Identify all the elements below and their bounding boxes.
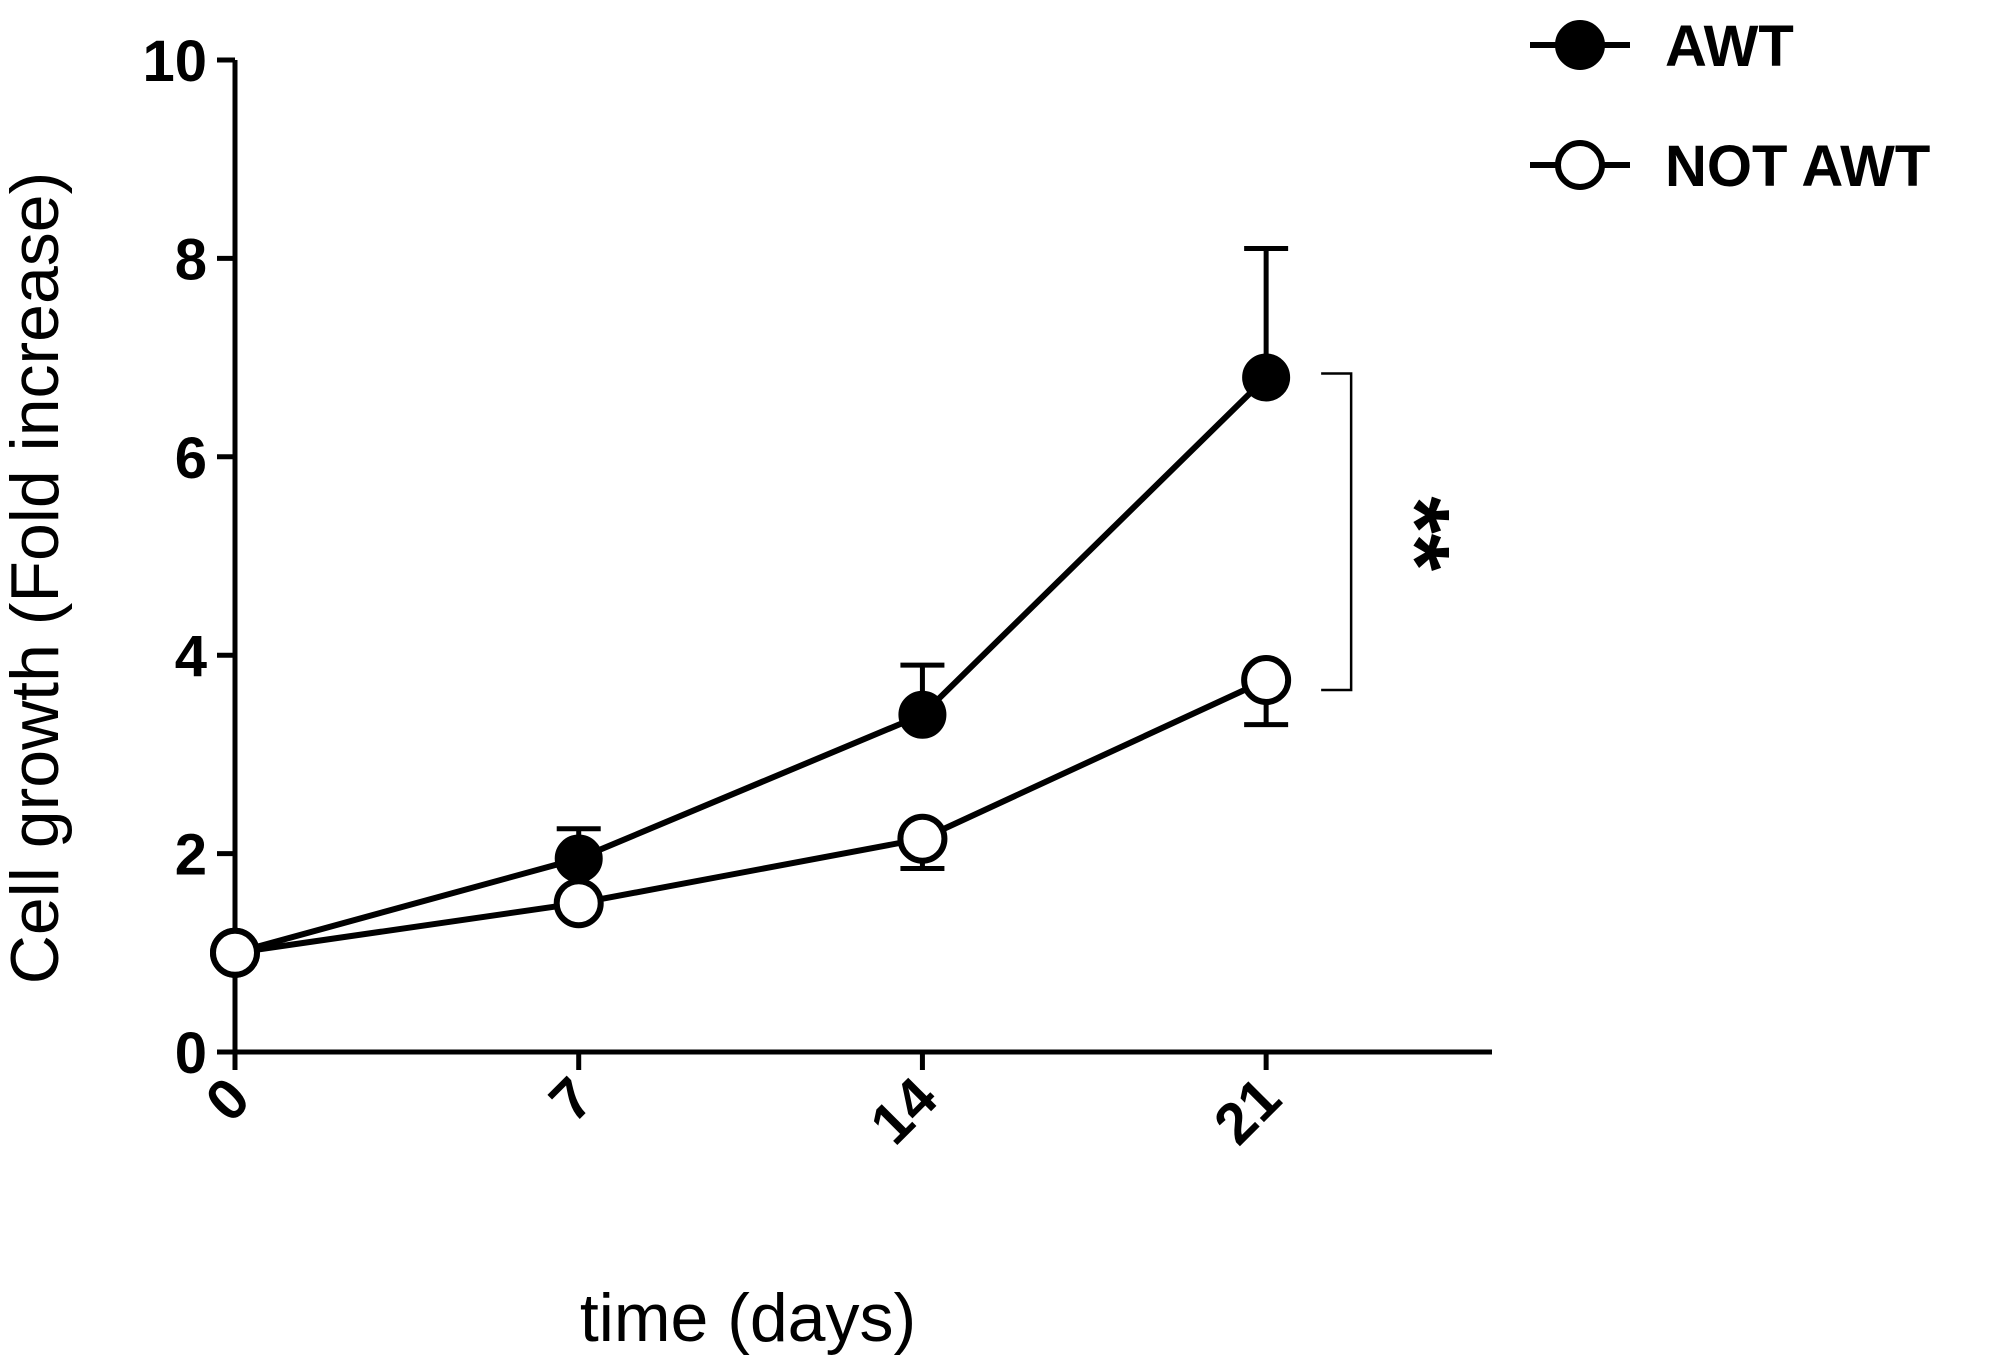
legend-marker-not-awt — [1555, 140, 1605, 190]
significance-label: ** — [1362, 496, 1469, 571]
y-tick-label: 4 — [175, 624, 207, 689]
y-tick-label: 6 — [175, 426, 207, 491]
y-axis-title: Cell growth (Fold increase) — [0, 172, 73, 985]
legend-label-not-awt: NOT AWT — [1665, 134, 1930, 199]
data-point-awt — [554, 834, 603, 883]
series-line-not-awt — [234, 677, 1268, 956]
series-line-awt — [234, 375, 1269, 956]
data-point-awt — [898, 690, 947, 739]
series-layer: ** — [210, 245, 1469, 978]
data-point-not-awt — [553, 878, 604, 929]
x-tick-label: 14 — [858, 1065, 950, 1157]
data-point-not-awt — [210, 927, 260, 978]
data-point-awt — [1242, 353, 1291, 402]
significance-bracket — [1321, 372, 1353, 692]
y-tick-label: 10 — [142, 29, 207, 94]
x-tick-label: 21 — [1202, 1065, 1294, 1157]
legend: AWT NOT AWT — [1530, 14, 1930, 199]
data-point-not-awt — [1241, 655, 1292, 705]
y-tick-label: 0 — [175, 1021, 207, 1086]
x-axis-title: time (days) — [580, 1280, 916, 1356]
y-tick-label: 2 — [175, 823, 207, 888]
legend-marker-awt — [1555, 20, 1605, 70]
data-point-not-awt — [897, 813, 948, 864]
y-tick-label: 8 — [175, 227, 207, 292]
x-tick-label: 7 — [537, 1065, 606, 1134]
legend-label-awt: AWT — [1665, 14, 1794, 79]
